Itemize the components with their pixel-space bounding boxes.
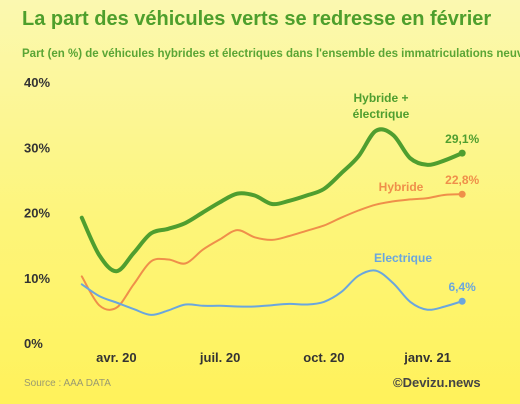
data-label: 22,8% [445,173,479,187]
chart-subtitle: Part (en %) de véhicules hybrides et éle… [22,48,520,60]
x-tick-label: avr. 20 [96,350,137,365]
data-label: 6,4% [448,280,476,294]
x-tick-label: juil. 20 [199,350,240,365]
y-tick-label: 20% [24,206,50,221]
series-label: Hybride + [353,91,408,105]
series-label: Hybride [379,180,424,194]
y-tick-label: 0% [24,336,43,351]
y-tick-label: 30% [24,140,50,155]
x-tick-label: janv. 21 [403,350,451,365]
series-end-point [458,190,466,198]
data-label: 29,1% [445,132,479,146]
series-end-point [458,297,466,305]
series-line [80,193,464,311]
y-tick-label: 10% [24,271,50,286]
x-tick-label: oct. 20 [303,350,344,365]
y-tick-label: 40% [24,75,50,90]
series-end-point [458,149,466,157]
source-note: Source : AAA DATA [24,378,111,389]
chart-title: La part des véhicules verts se redresse … [22,8,492,30]
series-line [79,127,465,274]
series-label: Electrique [374,251,432,265]
series-line [80,269,464,316]
brand-logo-text: ©Devizu.news [393,375,481,390]
series-label: électrique [353,107,410,121]
